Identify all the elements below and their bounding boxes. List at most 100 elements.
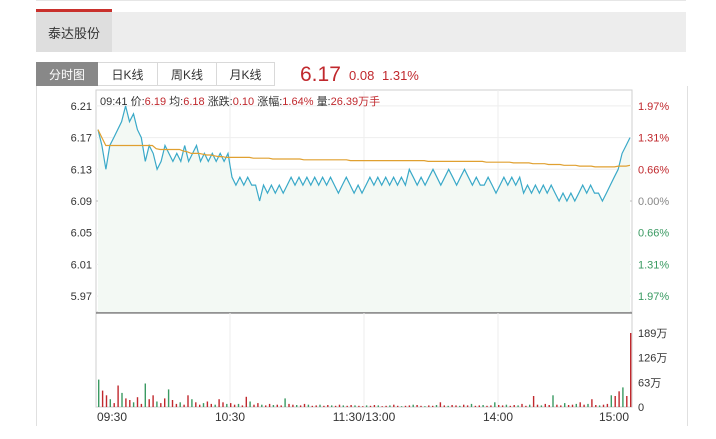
y-tick-label-right: 0.66%: [638, 164, 669, 176]
volume-bar: [517, 405, 519, 407]
volume-bar: [548, 405, 550, 407]
volume-bar: [129, 400, 131, 407]
volume-bar: [626, 396, 628, 407]
y-tick-label-right: 1.31%: [638, 133, 669, 145]
volume-bar: [381, 406, 383, 407]
volume-bar: [346, 405, 348, 407]
info-time: 09:41: [100, 96, 128, 108]
volume-bar: [284, 398, 286, 407]
volume-tick-label: 126万: [638, 353, 667, 365]
volume-bar: [505, 404, 508, 407]
y-tick-label: 6.01: [71, 259, 92, 271]
volume-bar: [218, 399, 220, 407]
volume-bar: [463, 404, 465, 407]
volume-bar: [350, 405, 352, 407]
volume-bar: [160, 403, 162, 407]
volume-bar: [148, 399, 150, 407]
volume-bar: [202, 403, 205, 407]
y-tick-label: 5.97: [71, 291, 92, 303]
volume-bar: [606, 403, 609, 407]
volume-bar: [540, 405, 543, 407]
volume-bar: [268, 403, 271, 407]
volume-bar: [249, 401, 251, 407]
volume-bar: [501, 405, 504, 407]
tab-weekly-k[interactable]: 周K线: [158, 62, 217, 86]
tab-daily-k[interactable]: 日K线: [98, 62, 158, 86]
volume-bar: [342, 405, 344, 407]
volume-bar: [319, 404, 321, 407]
volume-bar: [439, 402, 442, 407]
volume-bar: [459, 405, 461, 407]
volume-bar: [575, 403, 577, 407]
volume-bar: [369, 405, 372, 407]
volume-bar: [241, 405, 244, 407]
volume-bar: [544, 403, 546, 407]
volume-bar: [602, 404, 605, 407]
volume-bar: [296, 405, 298, 407]
volume-bar: [552, 395, 554, 407]
volume-bar: [513, 405, 515, 407]
volume-bar: [272, 405, 275, 407]
volume-bar: [199, 404, 201, 407]
volume-tick-label: 63万: [638, 377, 661, 389]
volume-bar: [206, 401, 209, 407]
price-change-percent: 1.31%: [382, 68, 419, 83]
y-tick-label-right: 1.97%: [638, 101, 669, 113]
volume-bar: [412, 404, 414, 407]
volume-bar: [564, 403, 566, 407]
volume-bar: [167, 389, 170, 407]
volume-bar: [156, 401, 158, 407]
y-tick-label: 6.17: [71, 133, 92, 145]
y-tick-label-right: 1.97%: [638, 291, 669, 303]
volume-bar: [400, 406, 403, 407]
cursor-info-bar: 09:41 价:6.19 均:6.18 涨跌:0.10 涨幅:1.64% 量:2…: [100, 93, 380, 109]
volume-bar: [222, 402, 224, 407]
volume-bar: [105, 395, 108, 407]
volume-bar: [389, 405, 391, 407]
tab-intraday[interactable]: 分时图: [36, 62, 98, 86]
volume-bar: [307, 404, 310, 407]
volume-bar: [164, 398, 166, 407]
y-tick-label: 6.05: [71, 228, 92, 240]
volume-bar: [113, 403, 115, 407]
volume-bar: [237, 403, 240, 407]
volume-bar: [98, 379, 100, 407]
volume-bar: [315, 405, 317, 407]
volume-bar: [338, 404, 341, 407]
volume-bar: [288, 403, 290, 407]
volume-bar: [245, 396, 247, 407]
volume-bar: [214, 404, 216, 407]
x-tick-label: 10:30: [215, 410, 245, 424]
y-tick-label: 6.09: [71, 196, 92, 208]
volume-bar: [109, 399, 111, 407]
price-area: [98, 105, 630, 313]
volume-bar: [474, 405, 477, 407]
volume-bar: [432, 405, 434, 407]
volume-bar: [144, 383, 146, 407]
volume-bar: [230, 403, 232, 407]
volume-bar: [525, 405, 527, 407]
stock-tab[interactable]: 泰达股份: [36, 9, 112, 52]
volume-bar: [292, 404, 294, 407]
volume-bar: [416, 405, 418, 407]
volume-bar: [521, 403, 523, 407]
volume-bar: [253, 404, 255, 407]
info-amp-label: 涨幅:: [257, 96, 283, 108]
info-vol-label: 量:: [316, 96, 331, 108]
volume-bar: [598, 405, 601, 407]
tab-monthly-k[interactable]: 月K线: [217, 62, 275, 86]
info-vol: 26.39万手: [330, 96, 381, 108]
y-tick-label-right: 1.31%: [638, 259, 669, 271]
volume-bar: [451, 405, 453, 407]
volume-bar: [494, 402, 496, 407]
volume-bar: [226, 403, 228, 407]
volume-bar: [404, 405, 407, 407]
info-avg: 6.18: [183, 96, 205, 108]
price-line: [97, 105, 631, 203]
info-chg: 0.10: [232, 96, 255, 108]
info-price: 6.19: [144, 96, 167, 108]
price-change: 0.08: [349, 68, 375, 83]
volume-bar: [536, 404, 539, 407]
volume-bar: [435, 405, 438, 407]
volume-bar: [408, 405, 411, 407]
